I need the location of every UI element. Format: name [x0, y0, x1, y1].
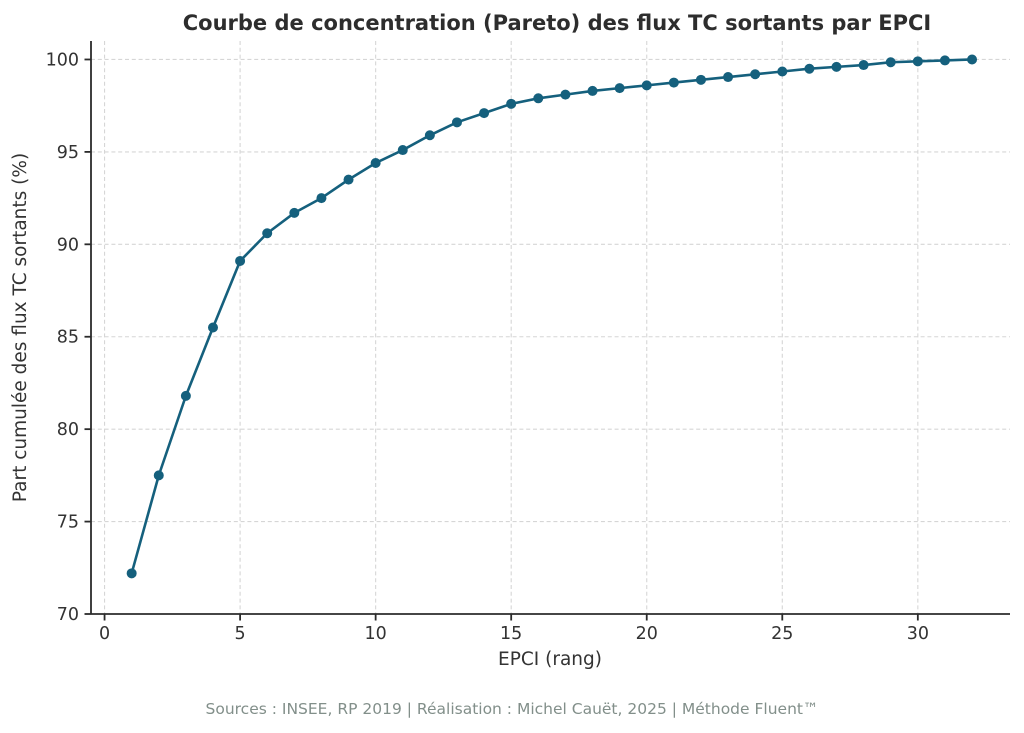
data-point: [614, 83, 625, 94]
y-tick-label: 85: [57, 328, 79, 348]
data-point: [153, 470, 164, 481]
data-point: [207, 322, 218, 333]
data-point: [939, 55, 950, 66]
x-tick-label: 25: [771, 624, 793, 644]
data-point: [479, 108, 490, 119]
x-axis-label: EPCI (rang): [498, 649, 602, 670]
data-point: [370, 157, 381, 168]
data-point: [424, 130, 435, 141]
data-point: [858, 60, 869, 71]
data-point: [695, 74, 706, 85]
data-series: [126, 54, 978, 579]
data-point: [668, 77, 679, 88]
data-point: [885, 57, 896, 68]
x-tick-label: 20: [636, 624, 658, 644]
data-point: [967, 54, 978, 65]
data-point: [723, 72, 734, 83]
data-point: [262, 228, 273, 239]
y-tick-label: 95: [57, 143, 79, 163]
data-point: [316, 193, 327, 204]
data-point: [641, 80, 652, 91]
y-tick-label: 90: [57, 235, 79, 255]
data-point: [533, 93, 544, 104]
chart-title: Courbe de concentration (Pareto) des flu…: [183, 11, 931, 35]
gridlines: [91, 41, 1010, 615]
source-caption: Sources : INSEE, RP 2019 | Réalisation :…: [206, 700, 819, 718]
data-point: [750, 69, 761, 80]
y-tick-label: 80: [57, 420, 79, 440]
pareto-curve-line: [130, 58, 974, 575]
data-point: [804, 63, 815, 74]
data-point: [343, 174, 354, 185]
data-point: [235, 255, 246, 266]
data-point: [397, 145, 408, 156]
data-point: [506, 98, 517, 109]
y-tick-label: 75: [57, 513, 79, 533]
x-tick-label: 0: [99, 624, 110, 644]
y-tick-label: 100: [46, 50, 79, 70]
data-point: [831, 61, 842, 72]
x-tick-label: 5: [235, 624, 246, 644]
data-point: [587, 85, 598, 96]
x-tick-label: 30: [907, 624, 929, 644]
data-point: [912, 56, 923, 67]
data-point: [560, 89, 571, 100]
data-point: [126, 568, 137, 579]
y-axis-label: Part cumulée des flux TC sortants (%): [10, 153, 31, 502]
data-point: [180, 390, 191, 401]
data-point: [289, 207, 300, 218]
x-tick-label: 10: [365, 624, 387, 644]
axes: 0 5 10 15 20 25 30 70 75 80 85 90 95 100: [46, 41, 1010, 644]
data-point: [451, 117, 462, 128]
x-tick-label: 15: [500, 624, 522, 644]
data-point: [777, 66, 788, 77]
y-tick-label: 70: [57, 605, 79, 625]
